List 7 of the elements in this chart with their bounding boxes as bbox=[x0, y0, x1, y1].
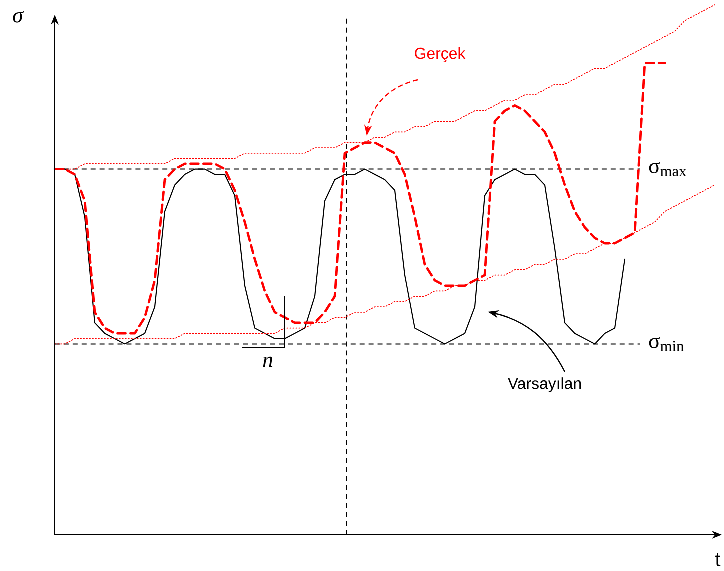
y-axis-title: σ bbox=[13, 11, 24, 23]
text: Gerçek bbox=[415, 48, 466, 62]
ref-line-label: σ$_{max}$ bbox=[649, 162, 687, 177]
ref-line-label: σ$_{min}$ bbox=[649, 337, 684, 352]
x-axis-title: t bbox=[716, 554, 721, 567]
annotation: n bbox=[263, 356, 273, 368]
text: Varsayılan bbox=[508, 378, 582, 392]
